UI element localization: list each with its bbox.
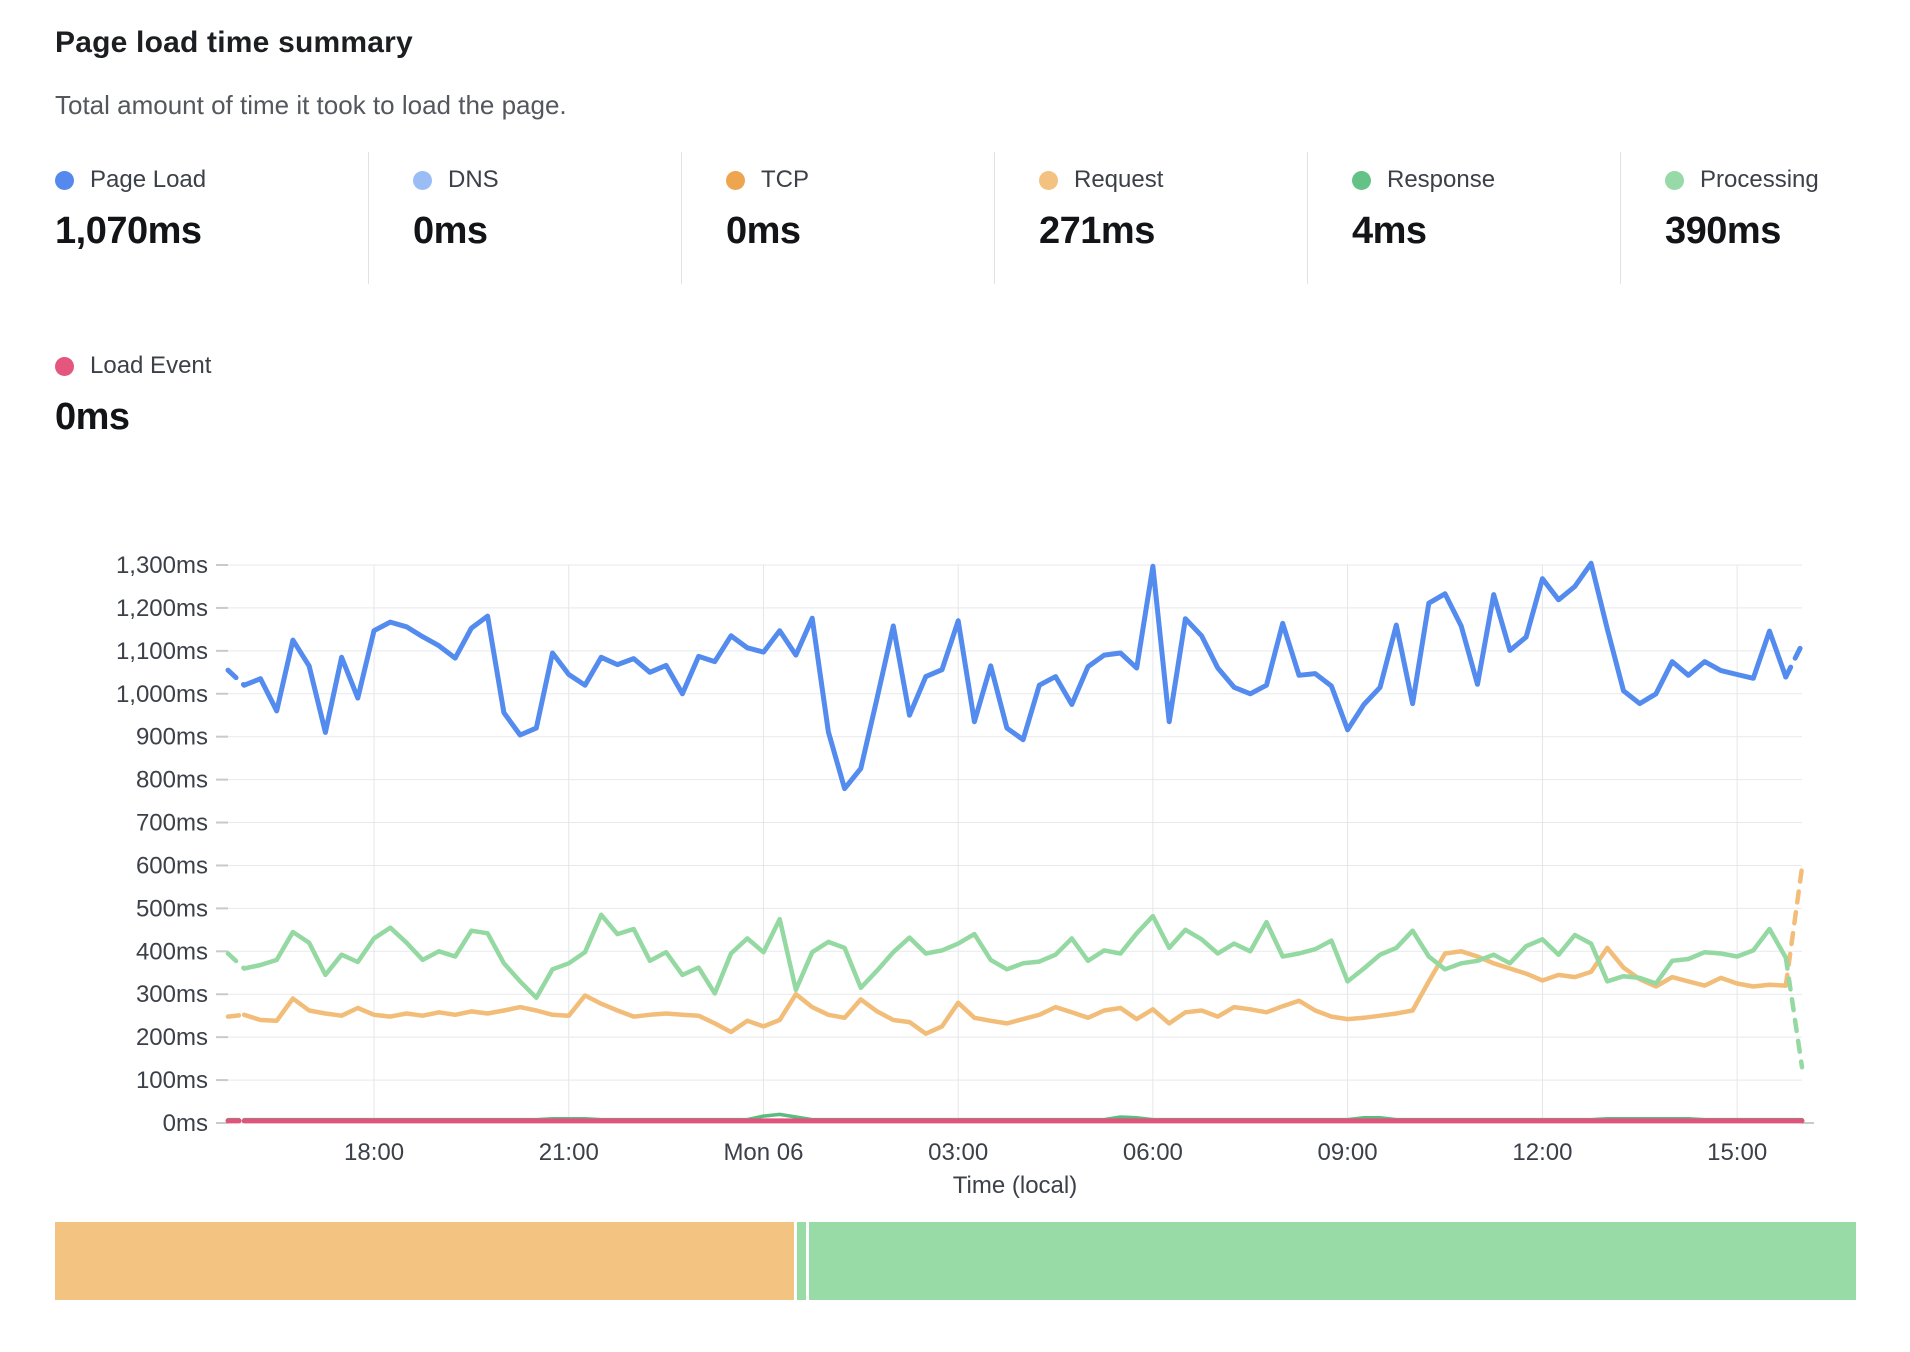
dns-dot-icon	[413, 170, 432, 190]
metric-value: 390ms	[1665, 210, 1781, 252]
tcp-dot-icon	[726, 170, 745, 190]
series-line-dashed-processing	[225, 951, 1805, 1070]
metrics-legend-row: Page Load 1,070ms DNS 0ms TCP 0ms Reques…	[55, 152, 1910, 284]
load-event-dot-icon	[55, 356, 74, 376]
bar-segment-request-share	[55, 1222, 794, 1300]
series-line-processing	[241, 912, 1789, 1000]
series-line-dashed-page-load	[225, 641, 1805, 688]
y-axis-tick-label: 1,100ms	[116, 638, 208, 665]
metric-processing[interactable]: Processing 390ms	[1620, 152, 1910, 284]
y-axis-tick-label: 900ms	[136, 724, 208, 751]
bar-segment-gap	[806, 1222, 809, 1300]
metric-value: 271ms	[1039, 210, 1155, 252]
response-dot-icon	[1352, 170, 1371, 190]
y-axis-tick-label: 400ms	[136, 938, 208, 965]
metric-value: 4ms	[1352, 210, 1427, 252]
metric-value: 0ms	[55, 396, 130, 438]
page-load-dot-icon	[55, 170, 74, 190]
metric-value: 0ms	[726, 210, 801, 252]
x-axis-tick-label: 21:00	[539, 1139, 599, 1166]
y-axis-tick-label: 500ms	[136, 895, 208, 922]
y-axis-tick-label: 1,000ms	[116, 681, 208, 708]
y-axis-tick-label: 200ms	[136, 1024, 208, 1051]
metric-load-event[interactable]: Load Event 0ms	[55, 338, 368, 470]
y-axis-tick-label: 700ms	[136, 810, 208, 837]
metric-label: TCP	[761, 166, 809, 193]
metric-label: Processing	[1700, 166, 1819, 193]
y-axis-tick-label: 1,200ms	[116, 595, 208, 622]
metric-response[interactable]: Response 4ms	[1307, 152, 1620, 284]
series-line-page-load	[241, 560, 1789, 792]
x-axis-title: Time (local)	[953, 1172, 1077, 1199]
y-axis-tick-label: 600ms	[136, 852, 208, 879]
metric-label: Load Event	[90, 352, 212, 379]
x-axis-tick-label: 12:00	[1512, 1139, 1572, 1166]
metric-value: 0ms	[413, 210, 488, 252]
processing-dot-icon	[1665, 170, 1684, 190]
y-axis-tick-label: 300ms	[136, 981, 208, 1008]
x-axis-tick-label: 06:00	[1123, 1139, 1183, 1166]
metric-value: 1,070ms	[55, 210, 202, 252]
timing-distribution-bar	[55, 1222, 1856, 1300]
x-axis-tick-label: 18:00	[344, 1139, 404, 1166]
bar-segment-processing-share	[809, 1222, 1856, 1300]
y-axis-tick-label: 100ms	[136, 1067, 208, 1094]
metric-request[interactable]: Request 271ms	[994, 152, 1307, 284]
page-load-time-chart[interactable]: 0ms 100ms 200ms 300ms 400ms 500ms 600ms 700ms 80…	[0, 440, 1910, 1212]
x-axis-tick-label: Mon 06	[723, 1139, 803, 1166]
metric-label: Response	[1387, 166, 1496, 193]
x-axis-tick-label: 09:00	[1318, 1139, 1378, 1166]
metric-tcp[interactable]: TCP 0ms	[681, 152, 994, 284]
bar-segment-gap	[794, 1222, 797, 1300]
page-subtitle: Total amount of time it took to load the…	[55, 90, 567, 120]
metric-label: Request	[1074, 166, 1164, 193]
page-title: Page load time summary	[55, 26, 413, 59]
bar-segment-response-share	[797, 1222, 806, 1300]
y-axis-tick-label: 1,300ms	[116, 552, 208, 579]
metric-label: DNS	[448, 166, 499, 193]
metrics-legend-row-2: Load Event 0ms	[55, 338, 368, 470]
request-dot-icon	[1039, 170, 1058, 190]
x-axis-tick-label: 15:00	[1707, 1139, 1767, 1166]
metric-dns[interactable]: DNS 0ms	[368, 152, 681, 284]
metric-page-load[interactable]: Page Load 1,070ms	[55, 152, 368, 284]
series-line-request	[241, 945, 1789, 1036]
y-axis-tick-label: 0ms	[163, 1110, 208, 1137]
metric-label: Page Load	[90, 166, 207, 193]
y-axis-tick-label: 800ms	[136, 767, 208, 794]
x-axis-tick-label: 03:00	[928, 1139, 988, 1166]
